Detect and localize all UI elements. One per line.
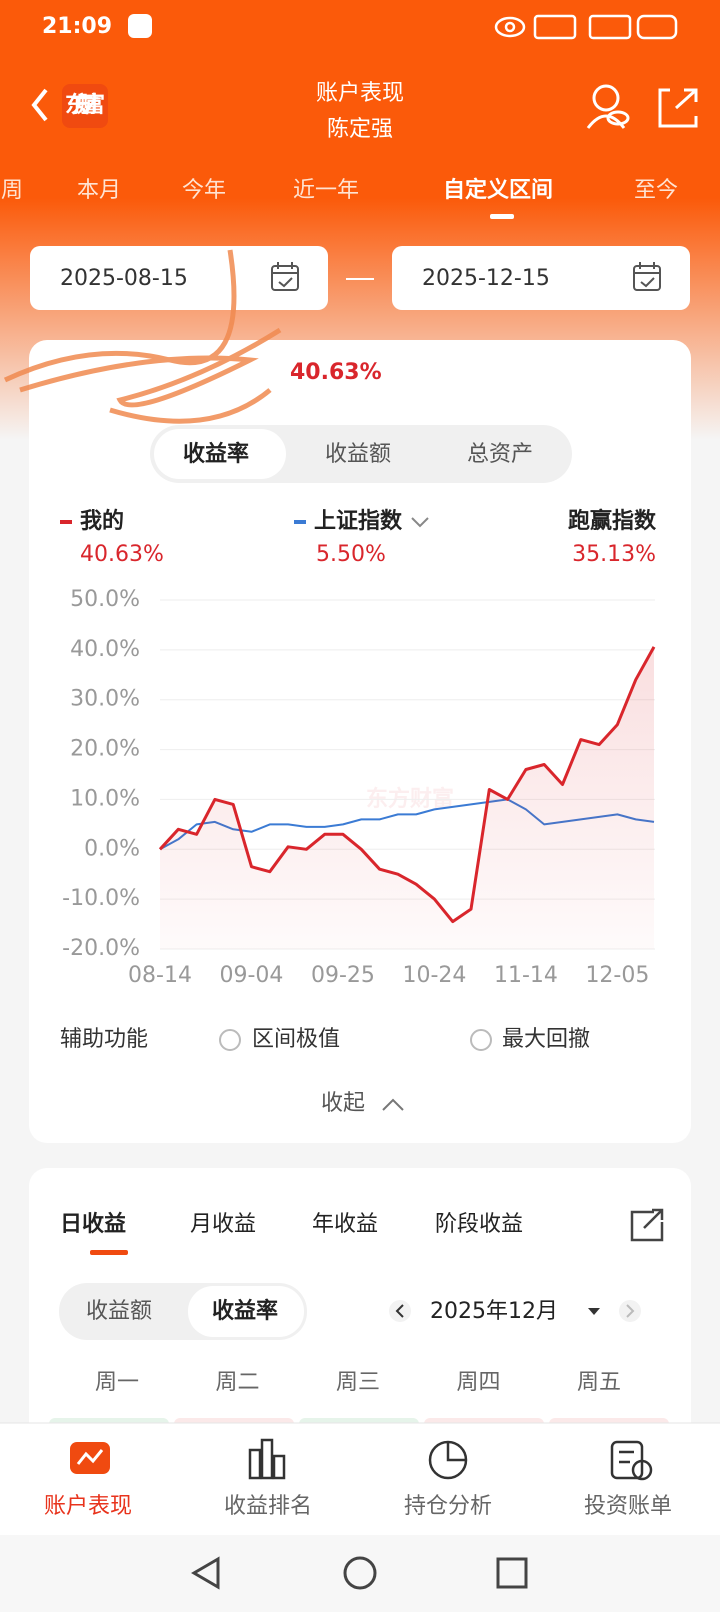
scribble <box>3 249 282 424</box>
profit-tab-indicator <box>90 1250 128 1255</box>
metric-options: 收益率 收益额 总资产 <box>183 441 533 467</box>
weekday: 周四 <box>456 1370 500 1395</box>
end-date-box[interactable] <box>392 246 690 310</box>
metric-option[interactable]: 收益率 <box>183 441 249 467</box>
profit-toggle-option[interactable]: 收益额 <box>86 1299 152 1324</box>
nav-label[interactable]: 投资账单 <box>584 1494 672 1519</box>
y-tick-label: 40.0% <box>70 637 140 662</box>
metric-selected <box>154 429 286 479</box>
logo-text: 东方财富 <box>65 92 105 118</box>
weekday: 周二 <box>215 1370 259 1395</box>
radio[interactable] <box>219 1029 241 1051</box>
tab[interactable]: 今年 <box>182 178 226 203</box>
dropdown-icon[interactable] <box>411 517 429 528</box>
share-icon[interactable] <box>658 88 698 128</box>
profit-tab[interactable]: 月收益 <box>190 1212 256 1237</box>
profit-tab[interactable]: 阶段收益 <box>435 1212 523 1237</box>
radio[interactable] <box>470 1029 492 1051</box>
prev-icon <box>395 1304 404 1318</box>
collapse-icon[interactable] <box>382 1098 404 1111</box>
y-tick-label: -20.0% <box>62 936 140 961</box>
x-tick-label: 09-25 <box>311 963 375 988</box>
profit-tab[interactable]: 日收益 <box>60 1211 126 1237</box>
tab[interactable]: 近一年 <box>293 178 359 203</box>
month-dropdown[interactable] <box>588 1308 600 1315</box>
x-tick-label: 12-05 <box>585 963 649 988</box>
metric-option[interactable]: 总资产 <box>467 442 533 467</box>
system-nav <box>0 1535 720 1612</box>
x-tick-label: 09-04 <box>220 963 284 988</box>
area <box>160 646 654 949</box>
user-icon[interactable] <box>586 84 630 129</box>
collapse[interactable]: 收起 <box>321 1091 365 1116</box>
system-buttons[interactable] <box>191 1556 528 1590</box>
status-icon <box>128 14 152 38</box>
total-return: 40.63% <box>290 360 382 385</box>
y-tick-label: -10.0% <box>62 886 140 911</box>
legend-value: 40.63% <box>80 542 164 567</box>
legend-value: 35.13% <box>572 542 656 567</box>
line <box>158 646 656 924</box>
legend-name: 我的 <box>80 508 124 534</box>
y-tick-label: 10.0% <box>70 786 140 811</box>
status-icons <box>494 14 678 40</box>
y-tick-label: 0.0% <box>84 836 140 861</box>
y-tick-label: 20.0% <box>70 737 140 762</box>
line-chart: 东方财富50.0%40.0%30.0%20.0%10.0%0.0%-10.0%-… <box>62 587 656 988</box>
logo <box>62 84 108 128</box>
nav-icons <box>70 1438 653 1481</box>
tab[interactable]: 周 <box>1 178 23 203</box>
nav-label[interactable]: 持仓分析 <box>404 1494 492 1519</box>
weekday: 周一 <box>95 1370 139 1395</box>
metric-option[interactable]: 收益额 <box>325 442 391 467</box>
tab[interactable]: 至今 <box>634 178 678 203</box>
start-date: 2025-08-15 <box>60 266 188 291</box>
start-date-box[interactable] <box>30 246 328 310</box>
prev-month[interactable] <box>389 1300 411 1322</box>
x-tick-label: 11-14 <box>494 963 558 988</box>
legend-name[interactable]: 上证指数 <box>314 508 403 534</box>
x-tick-label: 10-24 <box>402 963 466 988</box>
back-button[interactable] <box>31 88 48 122</box>
profit-tabs: 日收益 月收益 年收益 阶段收益 <box>60 1211 523 1237</box>
x-tick-label: 08-14 <box>128 963 192 988</box>
nav-label[interactable]: 收益排名 <box>224 1494 312 1519</box>
weekday: 周五 <box>577 1370 621 1395</box>
legend-name: 跑赢指数 <box>568 508 657 534</box>
nav-label[interactable]: 账户表现 <box>44 1494 132 1519</box>
next-icon <box>626 1304 635 1318</box>
tab[interactable]: 自定义区间 <box>443 177 553 203</box>
status-time: 21:09 <box>42 14 112 39</box>
tabs: 周 本月 今年 近一年 自定义区间 至今 <box>1 177 678 203</box>
tab[interactable]: 本月 <box>77 178 121 203</box>
end-date: 2025-12-15 <box>422 266 550 291</box>
profit-tab[interactable]: 年收益 <box>312 1212 378 1237</box>
profit-toggle-selected <box>188 1286 304 1337</box>
page-title: 账户表现 <box>316 81 404 106</box>
page-subtitle: 陈定强 <box>327 117 393 142</box>
nav-labels: 账户表现 收益排名 持仓分析 投资账单 <box>44 1494 672 1519</box>
y-tick-label: 30.0% <box>70 687 140 712</box>
next-month[interactable] <box>619 1300 641 1322</box>
bottom-nav <box>0 1423 720 1535</box>
weekdays: 周一 周二 周三 周四 周五 <box>95 1370 621 1395</box>
weekday: 周三 <box>336 1370 380 1395</box>
y-tick-label: 50.0% <box>70 587 140 612</box>
profit-card <box>29 1168 691 1468</box>
month[interactable]: 2025年12月 <box>430 1299 558 1324</box>
tab-indicator <box>490 214 514 219</box>
legend-value: 5.50% <box>316 542 386 567</box>
aux-option[interactable]: 最大回撤 <box>502 1027 590 1052</box>
calendar-icons <box>271 262 661 291</box>
profit-toggle-option[interactable]: 收益率 <box>212 1298 278 1324</box>
aux-label: 辅助功能 <box>60 1027 148 1052</box>
aux-option[interactable]: 区间极值 <box>252 1027 340 1052</box>
export-icon[interactable] <box>630 1208 664 1242</box>
